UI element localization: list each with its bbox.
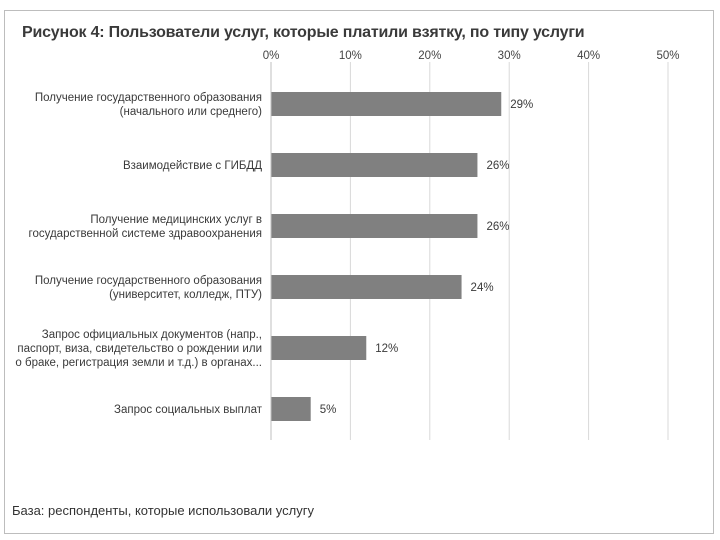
- chart-title: Рисунок 4: Пользователи услуг, которые п…: [22, 24, 585, 41]
- x-tick-label: 30%: [498, 50, 521, 62]
- x-tick-label: 50%: [656, 50, 679, 62]
- bar: [271, 153, 478, 177]
- x-tick-label: 10%: [339, 50, 362, 62]
- chart-footnote: База: респонденты, которые использовали …: [12, 503, 314, 518]
- bar: [271, 92, 502, 116]
- bar: [271, 397, 311, 421]
- category-label: Получение медицинских услуг в государстве…: [29, 214, 262, 240]
- bar: [271, 214, 478, 238]
- bar: [271, 336, 367, 360]
- data-label: 12%: [375, 343, 398, 355]
- category-label: Запрос официальных документов (напр., пас…: [15, 329, 262, 369]
- data-label: 29%: [510, 99, 533, 111]
- data-label: 26%: [486, 160, 509, 172]
- x-tick-label: 40%: [577, 50, 600, 62]
- category-label: Взаимодействие с ГИБДД: [123, 160, 262, 172]
- category-label: Получение государственного образования (н…: [35, 92, 262, 118]
- data-label: 26%: [486, 221, 509, 233]
- data-label: 5%: [320, 404, 337, 416]
- category-label: Получение государственного образования (у…: [35, 275, 262, 301]
- x-tick-label: 20%: [418, 50, 441, 62]
- bar: [271, 275, 462, 299]
- data-label: 24%: [471, 282, 494, 294]
- category-label: Запрос социальных выплат: [114, 404, 263, 416]
- x-tick-label: 0%: [263, 50, 280, 62]
